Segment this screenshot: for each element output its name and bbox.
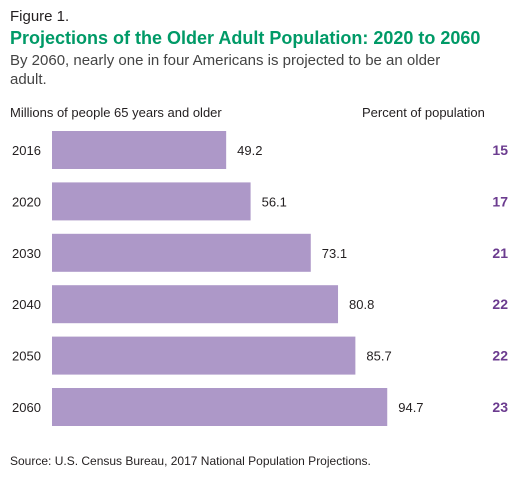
percent-column-label: Percent of population [362,105,485,120]
bar [52,233,311,272]
axis-label: Millions of people 65 years and older [10,105,222,120]
category-label: 2016 [12,143,41,158]
category-label: 2060 [12,400,41,415]
category-label: 2020 [12,194,41,209]
data-label: 85.7 [366,349,391,364]
percent-label: 21 [492,245,508,261]
chart-title: Projections of the Older Adult Populatio… [10,28,481,48]
data-label: 56.1 [262,194,287,209]
data-label: 49.2 [237,143,262,158]
percent-label: 22 [492,296,508,312]
data-label: 73.1 [322,246,347,261]
source-note: Source: U.S. Census Bureau, 2017 Nationa… [10,454,371,468]
category-label: 2050 [12,349,41,364]
data-label: 80.8 [349,297,374,312]
data-label: 94.7 [398,400,423,415]
bar [52,336,356,375]
category-label: 2040 [12,297,41,312]
percent-label: 15 [492,142,508,158]
percent-label: 17 [492,193,508,209]
bar [52,182,251,221]
bar [52,285,339,324]
category-label: 2030 [12,246,41,261]
bar [52,131,227,169]
percent-label: 23 [492,399,508,415]
percent-label: 22 [492,348,508,364]
bar [52,388,388,426]
figure-label: Figure 1. [10,8,70,25]
chart-subtitle: By 2060, nearly one in four Americans is… [10,52,441,88]
